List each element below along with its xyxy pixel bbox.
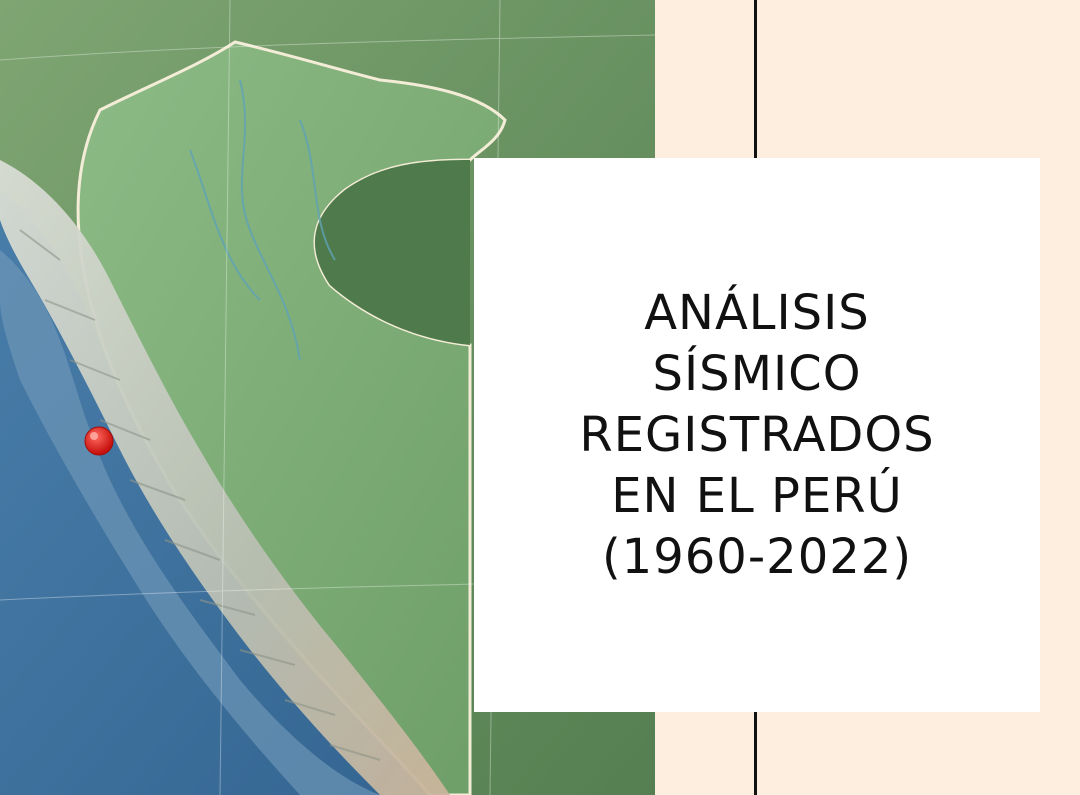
title-card: ANÁLISIS SÍSMICO REGISTRADOS EN EL PERÚ … (474, 158, 1040, 712)
divider-line-bottom (754, 712, 757, 795)
divider-line-top (754, 0, 757, 158)
continental-shelf (0, 250, 380, 795)
page-title: ANÁLISIS SÍSMICO REGISTRADOS EN EL PERÚ … (579, 283, 934, 588)
title-line-5: (1960-2022) (601, 528, 913, 585)
neighbor-region (314, 160, 470, 345)
location-pin-icon (84, 426, 114, 456)
graticule (0, 0, 655, 795)
andes-range (0, 160, 450, 795)
title-line-3: REGISTRADOS (579, 406, 935, 463)
title-line-1: ANÁLISIS (644, 284, 870, 341)
river-lines (189, 79, 336, 361)
andes-ridges (19, 229, 381, 761)
title-line-4: EN EL PERÚ (611, 467, 903, 524)
title-line-2: SÍSMICO (652, 345, 862, 402)
